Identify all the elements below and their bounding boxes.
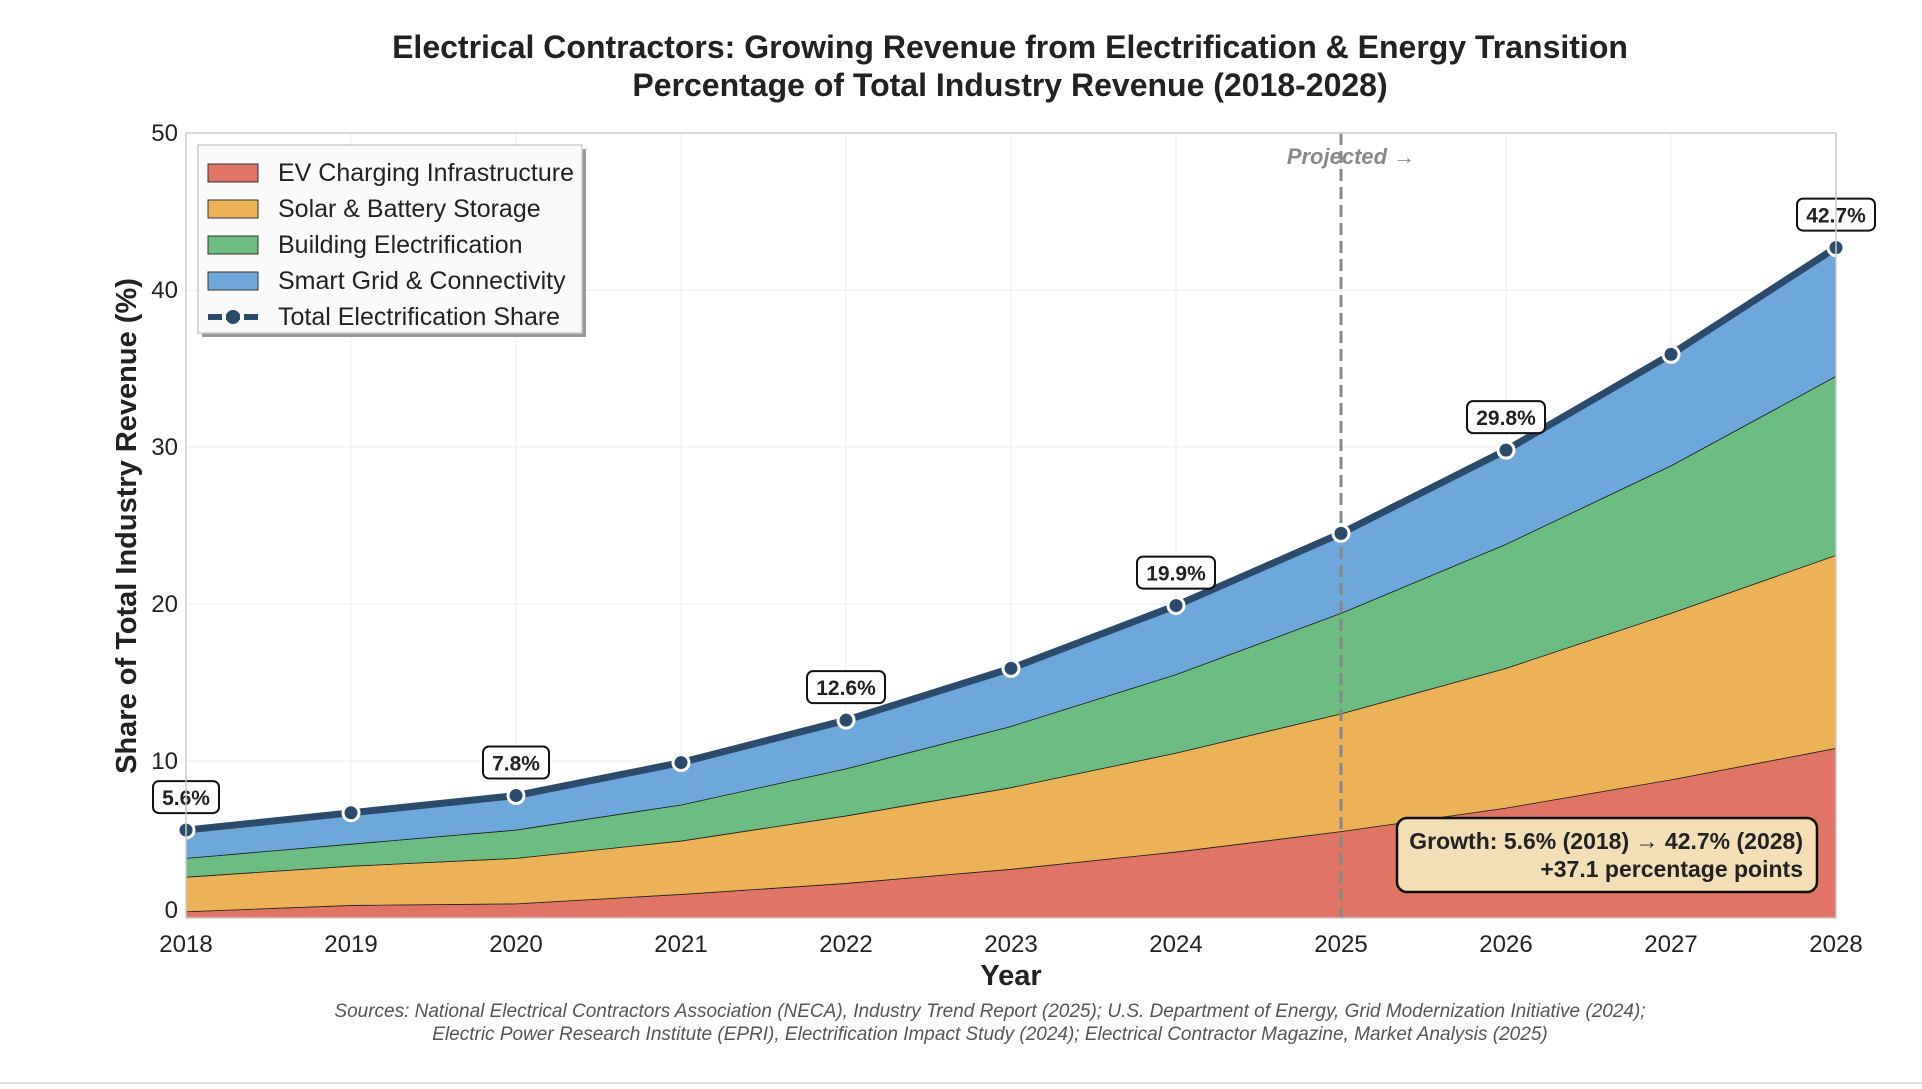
- data-label: 19.9%: [1146, 563, 1206, 586]
- data-label: 29.8%: [1476, 407, 1536, 430]
- chart-subtitle: Percentage of Total Industry Revenue (20…: [632, 67, 1387, 103]
- legend: EV Charging Infrastructure Solar & Batter…: [197, 144, 586, 337]
- x-tick-label: 2025: [1314, 931, 1367, 958]
- x-tick-label: 2026: [1479, 931, 1532, 958]
- annotation-line1: Growth: 5.6% (2018) → 42.7% (2028): [1409, 828, 1803, 854]
- plot-frame: [185, 132, 1837, 919]
- legend-label: Total Electrification Share: [278, 303, 560, 331]
- y-tick-label: 50: [151, 120, 178, 147]
- y-tick-label: 40: [151, 277, 178, 304]
- x-tick-label: 2018: [159, 931, 212, 958]
- total-point: [341, 803, 361, 823]
- data-label-box: [482, 745, 550, 780]
- x-tick-label: 2020: [489, 931, 542, 958]
- total-point: [1331, 523, 1351, 543]
- data-label: 12.6%: [816, 677, 876, 700]
- total-point: [1496, 440, 1516, 460]
- data-label-box: [1136, 555, 1216, 590]
- data-label-box: [1466, 400, 1546, 435]
- x-tick-label: 2027: [1644, 931, 1697, 958]
- x-tick-label: 2021: [654, 931, 707, 958]
- x-tick-label: 2019: [324, 931, 377, 958]
- total-point: [506, 786, 526, 806]
- x-axis-label: Year: [980, 960, 1041, 992]
- growth-annotation: Growth: 5.6% (2018) → 42.7% (2028) +37.1…: [1395, 816, 1819, 894]
- legend-box: [197, 144, 583, 334]
- axis-ticks: 2018 2019 2020 2021 2022 2023 2024 2025 2026 2027…: [151, 120, 1862, 958]
- legend-swatch: [207, 235, 259, 255]
- legend-label: EV Charging Infrastructure: [278, 159, 574, 187]
- total-point: [1661, 344, 1681, 364]
- x-tick-label: 2028: [1809, 931, 1862, 958]
- x-tick-label: 2024: [1149, 931, 1202, 958]
- y-tick-label: 20: [151, 591, 178, 618]
- chart-title: Electrical Contractors: Growing Revenue …: [392, 29, 1628, 65]
- legend-swatch: [207, 199, 259, 219]
- data-label: 7.8%: [492, 753, 540, 776]
- legend-label: Solar & Battery Storage: [278, 195, 541, 223]
- x-tick-label: 2023: [984, 931, 1037, 958]
- projection-label: Projected →: [1287, 144, 1415, 169]
- y-tick-label: 10: [151, 748, 178, 775]
- y-tick-label: 30: [151, 434, 178, 461]
- total-point: [1166, 596, 1186, 616]
- legend-marker: [226, 310, 240, 324]
- data-label-box: [806, 670, 886, 705]
- legend-label: Building Electrification: [278, 231, 523, 259]
- projection-marker: Projected →: [1287, 133, 1415, 918]
- legend-swatch: [207, 271, 259, 291]
- y-tick-label: 0: [165, 897, 178, 924]
- annotation-line2: +37.1 percentage points: [1540, 856, 1803, 882]
- total-point: [671, 753, 691, 773]
- y-axis-label: Share of Total Industry Revenue (%): [111, 278, 143, 774]
- legend-label: Smart Grid & Connectivity: [278, 267, 566, 295]
- sources-line1: Sources: National Electrical Contractors…: [334, 1001, 1645, 1022]
- total-point: [836, 710, 856, 730]
- legend-swatch: [207, 163, 259, 183]
- total-point: [1001, 658, 1021, 678]
- x-tick-label: 2022: [819, 931, 872, 958]
- sources-line2: Electric Power Research Institute (EPRI)…: [432, 1024, 1547, 1045]
